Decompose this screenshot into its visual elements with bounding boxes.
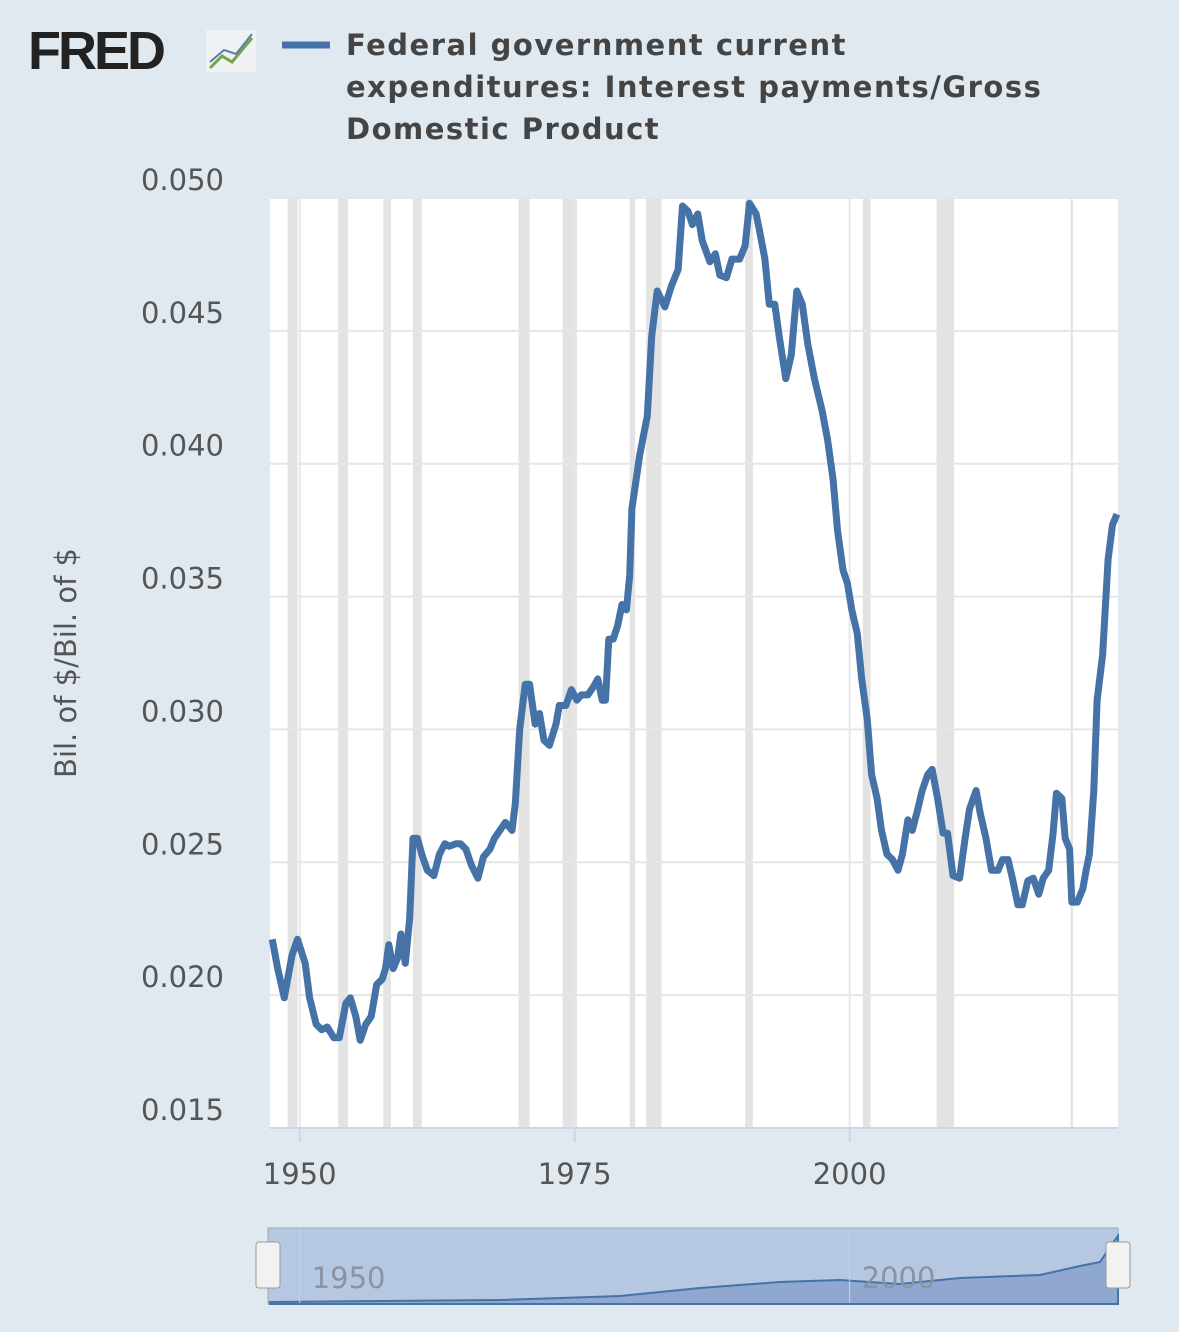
recession-band <box>936 198 955 1128</box>
series-line <box>268 199 1121 1044</box>
recession-band <box>518 198 530 1128</box>
y-tick-label: 0.020 <box>141 960 224 994</box>
recession-band <box>629 198 636 1128</box>
y-tick-label: 0.030 <box>141 694 224 728</box>
y-tick-label: 0.015 <box>141 1093 224 1127</box>
recession-band <box>862 198 871 1128</box>
recession-band <box>562 198 577 1128</box>
recession-band <box>287 198 298 1128</box>
recession-band <box>646 198 662 1128</box>
y-tick-label: 0.045 <box>141 296 224 330</box>
recession-band <box>383 198 391 1128</box>
x-tick-label: 1975 <box>538 1157 612 1191</box>
y-tick-label: 0.035 <box>141 562 224 596</box>
recession-band <box>745 198 753 1128</box>
plot-area <box>270 198 1118 1128</box>
y-tick-label: 0.040 <box>141 429 224 463</box>
y-tick-label: 0.025 <box>141 827 224 861</box>
x-tick-label: 2000 <box>813 1157 887 1191</box>
y-tick-label: 0.050 <box>141 163 224 197</box>
logo: FRED <box>28 21 166 81</box>
navigator-handle[interactable] <box>255 1241 281 1289</box>
recession-band <box>338 198 349 1128</box>
recession-band <box>1070 198 1073 1128</box>
recession-band <box>412 198 422 1128</box>
navigator-handle[interactable] <box>1105 1241 1131 1289</box>
logo-icon <box>206 30 256 72</box>
legend-entry: Federal government current expenditures:… <box>346 28 1043 146</box>
x-tick-label: 1950 <box>263 1157 337 1191</box>
navigator-tick-label: 1950 <box>312 1261 386 1295</box>
navigator-tick-label: 2000 <box>862 1261 936 1295</box>
y-axis-label: Bil. of $/Bil. of $ <box>49 548 83 778</box>
